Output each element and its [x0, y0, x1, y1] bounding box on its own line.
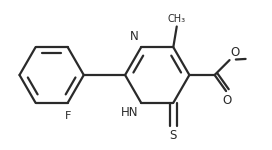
Text: F: F [65, 111, 72, 122]
Text: S: S [170, 129, 177, 142]
Text: O: O [231, 46, 240, 59]
Text: N: N [129, 30, 138, 43]
Text: O: O [222, 94, 231, 107]
Text: CH₃: CH₃ [168, 14, 186, 24]
Text: HN: HN [121, 106, 138, 119]
